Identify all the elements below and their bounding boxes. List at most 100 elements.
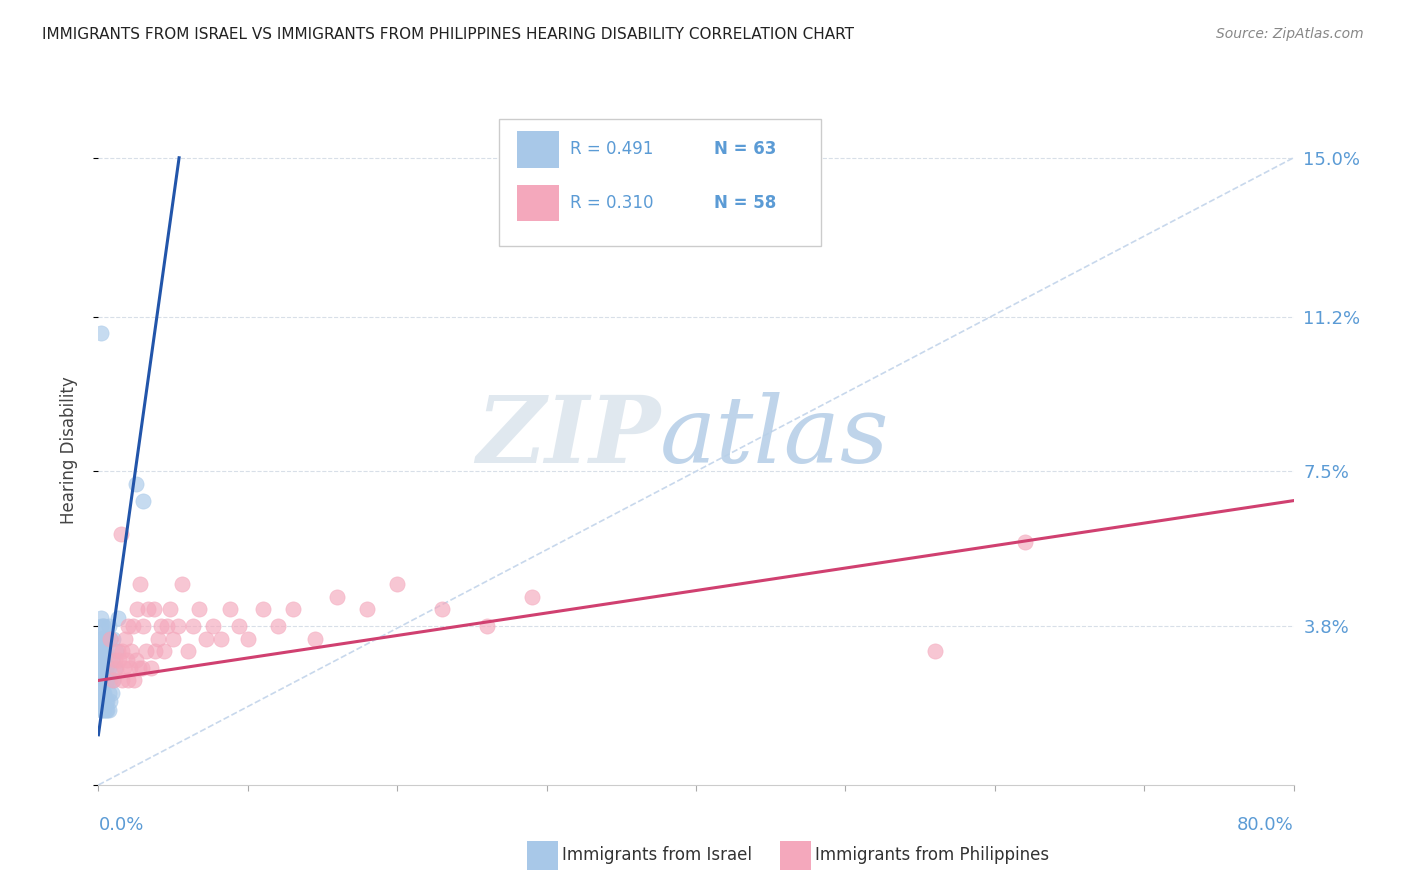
Point <box>89 652 111 666</box>
Point <box>181 619 204 633</box>
Point <box>103 632 125 646</box>
Point <box>228 619 250 633</box>
Point <box>90 694 112 708</box>
Point <box>125 477 148 491</box>
Text: ZIP: ZIP <box>475 392 661 482</box>
Point <box>124 673 146 688</box>
Point <box>90 661 112 675</box>
Point <box>108 652 131 666</box>
Point <box>187 602 209 616</box>
Point <box>93 686 115 700</box>
Point <box>131 661 153 675</box>
Point <box>177 644 200 658</box>
Point <box>304 632 326 646</box>
Point <box>129 577 152 591</box>
Point <box>281 602 304 616</box>
Point <box>89 644 111 658</box>
Point <box>127 602 149 616</box>
Text: Immigrants from Israel: Immigrants from Israel <box>562 847 752 864</box>
Point <box>94 703 117 717</box>
Point <box>96 632 118 646</box>
Point <box>132 493 155 508</box>
Point <box>209 632 232 646</box>
Point <box>101 686 124 700</box>
Point <box>90 632 112 646</box>
Point <box>89 694 111 708</box>
Point <box>120 644 142 658</box>
Point <box>156 619 179 633</box>
Bar <box>517 185 558 221</box>
Point <box>96 673 118 688</box>
Point <box>202 619 225 633</box>
Point <box>135 644 157 658</box>
Point <box>91 644 114 658</box>
Point <box>112 661 135 675</box>
Point <box>153 644 176 658</box>
Point <box>143 644 166 658</box>
Point <box>91 652 114 666</box>
Point <box>148 632 170 646</box>
Point <box>97 703 120 717</box>
Point <box>117 619 139 633</box>
Text: 80.0%: 80.0% <box>1237 816 1294 834</box>
Y-axis label: Hearing Disability: Hearing Disability <box>59 376 77 524</box>
Point <box>91 694 114 708</box>
Point <box>326 590 349 604</box>
Point <box>93 652 115 666</box>
Point <box>91 632 114 646</box>
Point <box>100 673 122 688</box>
Point <box>475 619 498 633</box>
Text: R = 0.491: R = 0.491 <box>571 140 654 159</box>
Point <box>430 602 453 616</box>
Point <box>136 602 159 616</box>
Point <box>104 652 127 666</box>
Point <box>114 632 136 646</box>
Point <box>236 632 259 646</box>
Point <box>90 644 112 658</box>
Text: atlas: atlas <box>661 392 890 482</box>
Point <box>356 602 378 616</box>
Point <box>385 577 409 591</box>
Point <box>90 632 112 646</box>
Point <box>195 632 218 646</box>
Point <box>150 619 173 633</box>
Point <box>93 694 115 708</box>
Point <box>267 619 290 633</box>
Point <box>96 694 118 708</box>
Point <box>93 644 115 658</box>
Point <box>115 652 138 666</box>
Point <box>90 611 112 625</box>
Point <box>97 619 120 633</box>
Text: Immigrants from Philippines: Immigrants from Philippines <box>815 847 1050 864</box>
Point <box>117 673 139 688</box>
Point <box>93 619 115 633</box>
Point <box>110 527 132 541</box>
Point <box>91 703 114 717</box>
Point <box>107 611 129 625</box>
Text: N = 58: N = 58 <box>714 194 776 212</box>
Point <box>90 619 112 633</box>
Point <box>94 694 117 708</box>
Point <box>90 673 112 688</box>
Point <box>252 602 274 616</box>
Point <box>121 619 143 633</box>
Point <box>89 673 111 688</box>
Point <box>103 673 125 688</box>
Point <box>97 661 120 675</box>
Point <box>90 326 112 341</box>
Point <box>90 673 112 688</box>
Bar <box>517 131 558 168</box>
Point <box>100 632 122 646</box>
Point <box>89 661 111 675</box>
Point <box>118 661 141 675</box>
Point <box>94 661 117 675</box>
Point <box>924 644 946 658</box>
Point <box>91 661 114 675</box>
Point <box>93 661 115 675</box>
Point <box>94 673 117 688</box>
Point <box>111 673 134 688</box>
Point <box>1014 535 1036 549</box>
Point <box>89 686 111 700</box>
FancyBboxPatch shape <box>499 120 821 246</box>
Point <box>105 661 128 675</box>
